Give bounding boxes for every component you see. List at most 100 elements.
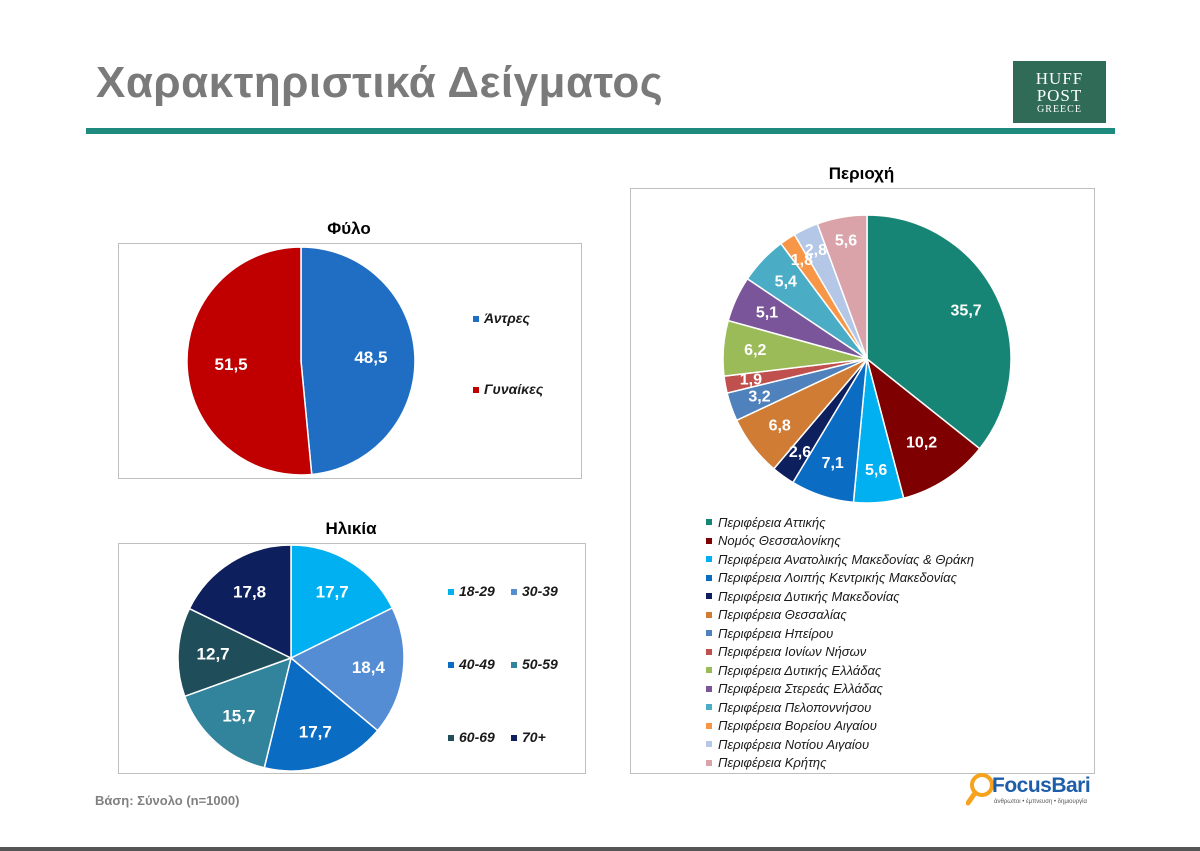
- region-legend-swatch: [706, 704, 712, 711]
- region-legend-label: Νομός Θεσσαλονίκης: [718, 533, 841, 549]
- region-label-περιφέρεια-αττικής: 35,7: [951, 303, 982, 320]
- age-label-60-69: 12,7: [197, 644, 230, 663]
- region-chart: 35,7 10,2 5,6 7,1 2,6 6,8 3,2 1,9 6,2 5,1 5,4 1,8 2,…: [630, 188, 1095, 774]
- region-legend-swatch: [706, 556, 712, 563]
- legend-70-plus: 70+: [522, 729, 546, 745]
- region-legend-swatch: [706, 741, 712, 748]
- region-legend-item: Περιφέρεια Δυτικής Ελλάδας: [706, 661, 1096, 680]
- focusbari-logo: FocusBari άνθρωποι • έμπνευση • δημιουργ…: [966, 770, 1106, 810]
- region-legend-label: Περιφέρεια Νοτίου Αιγαίου: [718, 736, 870, 752]
- magnifier-icon: [966, 773, 994, 806]
- age-slice-30-39: [289, 606, 405, 732]
- age-label-18-29: 17,7: [316, 582, 349, 601]
- legend-swatch-18-29: [448, 589, 454, 595]
- region-legend-label: Περιφέρεια Θεσσαλίας: [718, 607, 847, 623]
- logo-line-2: POST: [1036, 85, 1083, 105]
- legend-40-49: 40-49: [459, 656, 495, 672]
- logo-line-3: GREECE: [1037, 103, 1082, 115]
- legend-50-59: 50-59: [522, 656, 558, 672]
- gender-slice-γυναίκες: [186, 246, 313, 476]
- legend-swatch-50-59: [511, 662, 517, 668]
- region-legend-swatch: [706, 667, 712, 674]
- region-legend-label: Περιφέρεια Κρήτης: [718, 755, 827, 771]
- region-chart-title: Περιοχή: [828, 164, 895, 183]
- age-chart-title: Ηλικία: [325, 519, 377, 538]
- region-legend-swatch: [706, 685, 712, 692]
- region-legend-swatch: [706, 519, 712, 526]
- region-legend-swatch: [706, 630, 712, 637]
- age-label-30-39: 18,4: [352, 658, 386, 677]
- region-legend-label: Περιφέρεια Δυτικής Μακεδονίας: [718, 588, 900, 604]
- page-title: Χαρακτηριστικά Δείγματος: [96, 58, 664, 107]
- age-slice-70: [188, 544, 292, 660]
- gender-label-γυναίκες: 51,5: [215, 355, 248, 374]
- region-legend-item: Περιφέρεια Βορείου Αιγαίου: [706, 717, 1096, 736]
- region-label-περιφέρεια-ιονίων-νήσων: 1,9: [740, 372, 762, 389]
- legend-men: Άντρες: [484, 310, 530, 326]
- age-slice-40-49: [263, 656, 379, 772]
- legend-18-29: 18-29: [459, 583, 495, 599]
- region-legend-swatch: [706, 593, 712, 600]
- region-label-περιφέρεια-ηπείρου: 3,2: [748, 388, 770, 405]
- region-label-περιφέρεια-νοτίου-αιγαίου: 2,8: [805, 242, 827, 259]
- region-legend-label: Περιφέρεια Βορείου Αιγαίου: [718, 718, 877, 734]
- age-label-50-59: 15,7: [222, 707, 255, 726]
- legend-swatch-men: [473, 316, 479, 322]
- region-legend-item: Περιφέρεια Θεσσαλίας: [706, 606, 1096, 625]
- age-slice-50-59: [183, 656, 293, 769]
- region-legend-item: Περιφέρεια Ηπείρου: [706, 624, 1096, 643]
- gender-chart: 48,5 51,5 Άντρες Γυναίκες: [118, 243, 582, 479]
- region-label-περιφέρεια-στερεάς-ελλάδας: 5,1: [756, 305, 778, 322]
- region-label-περιφέρεια-λοιπής-κεντρικής-μακεδονίας: 7,1: [822, 455, 844, 472]
- gender-slice-άντρες: [300, 246, 416, 476]
- age-slice-18-29: [290, 544, 394, 660]
- region-legend-swatch: [706, 648, 712, 655]
- region-legend-label: Περιφέρεια Αττικής: [718, 514, 826, 530]
- region-legend-label: Περιφέρεια Ανατολικής Μακεδονίας & Θράκη: [718, 551, 975, 567]
- age-label-40-49: 17,7: [299, 723, 332, 742]
- region-legend-label: Περιφέρεια Ηπείρου: [718, 625, 834, 641]
- legend-swatch-women: [473, 387, 479, 393]
- logo-line-1: HUFF: [1035, 68, 1084, 88]
- region-legend-item: Περιφέρεια Λοιπής Κεντρικής Μακεδονίας: [706, 569, 1096, 588]
- region-label-περιφέρεια-ανατολικής-μακεδονίας-θράκη: 5,6: [865, 462, 887, 479]
- region-legend-item: Περιφέρεια Στερεάς Ελλάδας: [706, 680, 1096, 699]
- region-legend-item: Περιφέρεια Πελοποννήσου: [706, 698, 1096, 717]
- region-legend-label: Περιφέρεια Λοιπής Κεντρικής Μακεδονίας: [718, 570, 957, 586]
- legend-swatch-70-plus: [511, 735, 517, 741]
- region-legend-item: Περιφέρεια Δυτικής Μακεδονίας: [706, 587, 1096, 606]
- region-label-περιφέρεια-θεσσαλίας: 6,8: [769, 417, 791, 434]
- legend-swatch-40-49: [448, 662, 454, 668]
- huffpost-greece-logo: HUFF POST GREECE: [1013, 61, 1106, 123]
- region-legend-item: Περιφέρεια Ανατολικής Μακεδονίας & Θράκη: [706, 550, 1096, 569]
- focusbari-tagline: άνθρωποι • έμπνευση • δημιουργία: [994, 799, 1087, 805]
- legend-women: Γυναίκες: [484, 381, 544, 397]
- region-label-περιφέρεια-βορείου-αιγαίου: 1,8: [791, 252, 813, 269]
- region-legend-label: Περιφέρεια Πελοποννήσου: [718, 699, 872, 715]
- region-label-περιφέρεια-πελοποννήσου: 5,4: [775, 273, 797, 290]
- gender-chart-title: Φύλο: [327, 219, 371, 238]
- region-label-περιφέρεια-δυτικής-ελλάδας: 6,2: [744, 342, 766, 359]
- region-legend-item: Περιφέρεια Κρήτης: [706, 754, 1096, 773]
- base-footnote: Βάση: Σύνολο (n=1000): [95, 793, 240, 808]
- region-legend-swatch: [706, 537, 712, 544]
- region-legend-item: Περιφέρεια Νοτίου Αιγαίου: [706, 735, 1096, 754]
- legend-swatch-30-39: [511, 589, 517, 595]
- region-legend-item: Νομός Θεσσαλονίκης: [706, 532, 1096, 551]
- age-label-70: 17,8: [233, 582, 266, 601]
- age-pie: 17,7 18,4 17,7 15,7 12,7 17,8: [177, 544, 405, 772]
- region-legend-label: Περιφέρεια Στερεάς Ελλάδας: [718, 681, 883, 697]
- bottom-divider: [0, 847, 1200, 851]
- region-label-περιφέρεια-δυτικής-μακεδονίας: 2,6: [789, 444, 811, 461]
- gender-pie: 48,5 51,5: [186, 246, 416, 476]
- region-slice-περιφέρεια-κρήτης: [816, 214, 868, 360]
- region-legend-label: Περιφέρεια Δυτικής Ελλάδας: [718, 662, 882, 678]
- region-legend-item: Περιφέρεια Ιονίων Νήσων: [706, 643, 1096, 662]
- region-legend: Περιφέρεια Αττικής Νομός Θεσσαλονίκης Περι…: [706, 513, 1096, 772]
- legend-30-39: 30-39: [522, 583, 558, 599]
- focusbari-name: FocusBari: [992, 774, 1091, 797]
- region-legend-swatch: [706, 722, 712, 729]
- age-chart: 17,7 18,4 17,7 15,7 12,7 17,8 18-29 30-39 40-…: [118, 543, 586, 774]
- title-divider: [86, 128, 1115, 134]
- region-legend-swatch: [706, 574, 712, 581]
